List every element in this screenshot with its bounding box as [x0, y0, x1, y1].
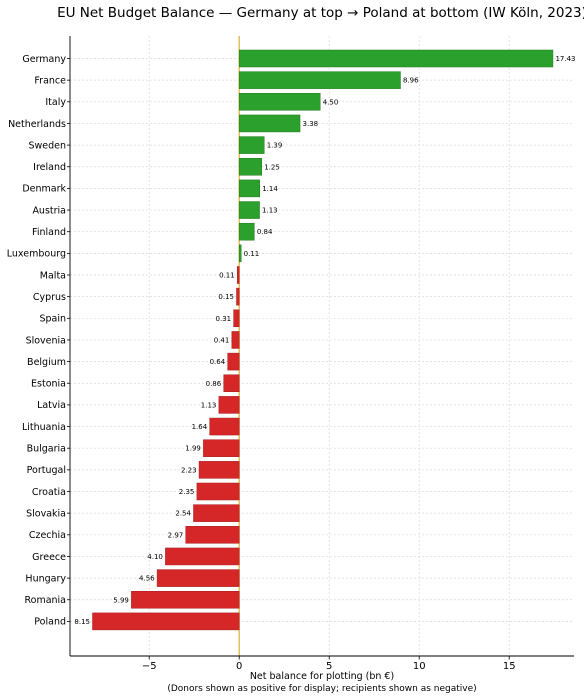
- category-label-latvia: Latvia: [37, 400, 66, 411]
- x-tick-label: 0: [236, 661, 242, 672]
- bar-poland: [92, 612, 240, 631]
- category-label-italy: Italy: [45, 97, 66, 108]
- category-label-hungary: Hungary: [25, 573, 66, 584]
- bar-ireland: [238, 158, 262, 176]
- axes: [69, 36, 574, 657]
- bar-sweden: [238, 136, 265, 154]
- category-label-lithuania: Lithuania: [22, 422, 66, 433]
- bar-czechia: [185, 526, 240, 544]
- bar-luxembourg: [238, 244, 242, 263]
- bar-spain: [233, 309, 240, 328]
- bar-germany: [238, 49, 554, 68]
- data-label-netherlands: 3.38: [303, 120, 319, 128]
- bar-malta: [236, 266, 240, 284]
- category-label-sweden: Sweden: [28, 140, 66, 151]
- bar-hungary: [156, 569, 240, 587]
- bar-cyprus: [236, 287, 240, 306]
- data-label-ireland: 1.25: [264, 163, 280, 171]
- category-label-finland: Finland: [32, 227, 66, 238]
- data-label-portugal: 2.23: [181, 466, 197, 474]
- bar-slovenia: [231, 331, 240, 349]
- category-label-greece: Greece: [32, 552, 66, 563]
- bar-netherlands: [238, 114, 301, 133]
- category-labels: Germany France Italy Netherlands Sweden Irela…: [7, 54, 70, 628]
- data-labels: 17.43 8.96 4.50 3.38 1.39 1.25 1.14 1.13 0.84 0.1…: [74, 55, 575, 626]
- category-label-cyprus: Cyprus: [33, 292, 66, 303]
- category-label-czechia: Czechia: [29, 530, 66, 541]
- category-label-croatia: Croatia: [32, 487, 66, 498]
- data-label-luxembourg: 0.11: [244, 250, 260, 258]
- bar-portugal: [198, 461, 240, 479]
- bar-denmark: [238, 179, 260, 198]
- bar-belgium: [227, 352, 240, 371]
- bar-finland: [238, 222, 255, 241]
- data-label-cyprus: 0.15: [218, 293, 234, 301]
- category-label-luxembourg: Luxembourg: [7, 249, 66, 260]
- data-label-czechia: 2.97: [168, 531, 184, 539]
- category-label-slovenia: Slovenia: [26, 335, 66, 346]
- bar-france: [238, 71, 401, 89]
- data-label-poland: 8.15: [74, 618, 90, 626]
- category-label-portugal: Portugal: [27, 465, 66, 476]
- bar-bulgaria: [203, 439, 240, 457]
- data-label-greece: 4.10: [147, 553, 163, 561]
- category-label-austria: Austria: [32, 205, 66, 216]
- bar-croatia: [196, 482, 240, 501]
- data-label-belgium: 0.64: [210, 358, 226, 366]
- grid: [70, 36, 574, 656]
- data-label-denmark: 1.14: [262, 185, 278, 193]
- data-label-estonia: 0.86: [206, 380, 222, 388]
- data-label-spain: 0.31: [216, 315, 232, 323]
- data-label-france: 8.96: [403, 77, 419, 85]
- category-label-poland: Poland: [34, 617, 66, 628]
- data-label-slovenia: 0.41: [214, 336, 230, 344]
- category-label-denmark: Denmark: [22, 184, 66, 195]
- bar-estonia: [223, 374, 240, 392]
- data-label-latvia: 1.13: [201, 401, 217, 409]
- bars: [92, 49, 554, 631]
- data-label-germany: 17.43: [555, 55, 575, 63]
- bar-slovakia: [193, 504, 240, 522]
- category-label-belgium: Belgium: [27, 357, 66, 368]
- data-label-austria: 1.13: [262, 207, 278, 215]
- category-label-bulgaria: Bulgaria: [27, 444, 66, 455]
- x-axis-label: Net balance for plotting (bn €): [250, 671, 394, 682]
- category-label-romania: Romania: [24, 595, 66, 606]
- category-label-malta: Malta: [40, 270, 66, 281]
- category-label-germany: Germany: [22, 54, 66, 65]
- chart-title: EU Net Budget Balance — Germany at top →…: [57, 5, 584, 21]
- x-tick-labels: −5 0 5 10 15: [142, 656, 516, 672]
- x-axis-note: (Donors shown as positive for display; r…: [167, 684, 476, 694]
- bar-lithuania: [209, 417, 240, 436]
- x-tick-label: −5: [142, 661, 157, 672]
- category-label-slovakia: Slovakia: [26, 508, 66, 519]
- data-label-italy: 4.50: [323, 98, 339, 106]
- data-label-sweden: 1.39: [267, 142, 283, 150]
- category-label-netherlands: Netherlands: [8, 119, 66, 130]
- bar-latvia: [218, 396, 240, 414]
- x-tick-label: 5: [326, 661, 332, 672]
- data-label-croatia: 2.35: [179, 488, 195, 496]
- data-label-finland: 0.84: [257, 228, 273, 236]
- x-tick-label: 15: [503, 661, 516, 672]
- bar-greece: [165, 547, 240, 566]
- data-label-malta: 0.11: [219, 272, 235, 280]
- x-tick-label: 10: [413, 661, 426, 672]
- category-label-spain: Spain: [39, 314, 66, 325]
- bar-austria: [238, 201, 260, 219]
- category-label-ireland: Ireland: [33, 162, 66, 173]
- category-label-estonia: Estonia: [31, 379, 66, 390]
- category-label-france: France: [34, 75, 66, 86]
- data-label-lithuania: 1.64: [192, 423, 208, 431]
- bar-romania: [131, 591, 240, 609]
- data-label-slovakia: 2.54: [175, 510, 191, 518]
- bar-italy: [238, 93, 321, 111]
- data-label-bulgaria: 1.99: [185, 445, 201, 453]
- data-label-romania: 5.99: [113, 596, 129, 604]
- data-label-hungary: 4.56: [139, 575, 155, 583]
